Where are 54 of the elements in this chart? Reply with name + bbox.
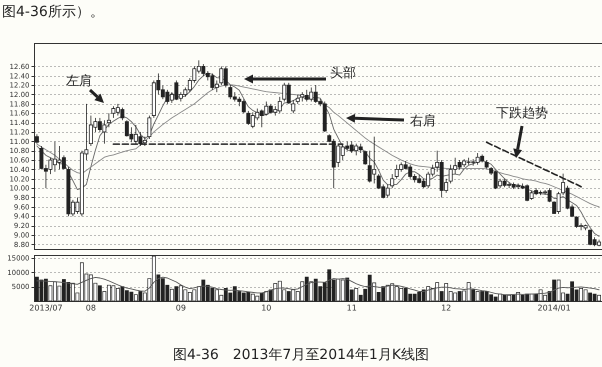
bar <box>250 294 255 302</box>
candlestick <box>106 112 111 128</box>
bar <box>214 289 219 302</box>
candlestick <box>350 140 354 154</box>
candlestick <box>574 216 579 228</box>
candlestick <box>102 120 106 144</box>
x-tick-label: 2014/01 <box>537 304 571 312</box>
caption: 图4-36 2013年7月至2014年1月K线图 <box>172 346 430 364</box>
line-series <box>36 276 600 296</box>
bar <box>340 280 345 302</box>
bar <box>291 289 296 302</box>
candlestick <box>120 107 124 121</box>
candlestick <box>278 96 282 114</box>
x-tick-label: 09 <box>176 304 186 312</box>
bar <box>242 292 246 302</box>
bar <box>255 296 260 302</box>
annotation: 头部 <box>330 65 356 82</box>
bar <box>210 288 214 302</box>
candlestick <box>394 164 399 180</box>
candlestick <box>354 143 358 156</box>
candlestick <box>368 150 372 183</box>
bar <box>399 288 404 302</box>
bar <box>417 292 422 302</box>
x-tick-label: 11 <box>346 304 357 312</box>
annotation: 右肩 <box>410 113 436 130</box>
candlestick <box>242 98 246 114</box>
bar <box>354 288 358 302</box>
candlestick <box>147 115 152 140</box>
candlestick <box>34 134 39 144</box>
x-tick-label: 08 <box>86 304 96 312</box>
bar <box>192 289 196 302</box>
x-tick-label: 10 <box>261 304 272 312</box>
bar <box>404 288 408 302</box>
caption: 图4-36所示）。 <box>2 3 104 21</box>
candlestick <box>358 143 363 154</box>
candlestick <box>304 89 309 102</box>
candlestick <box>282 82 286 102</box>
bar <box>286 291 291 302</box>
bar <box>246 292 250 302</box>
x-tick-label: 2013/07 <box>29 304 63 312</box>
candlestick <box>296 94 300 104</box>
bar <box>412 294 417 302</box>
annotation: 下跌趋势 <box>496 105 548 122</box>
candlestick <box>448 164 453 184</box>
bar <box>394 286 399 302</box>
annotation: 左肩 <box>66 73 92 90</box>
candlestick <box>62 154 66 170</box>
x-tick-label: 12 <box>441 304 452 312</box>
candlestick <box>390 174 394 189</box>
candlestick <box>224 66 228 88</box>
candlestick <box>363 150 368 166</box>
candlestick <box>291 100 296 114</box>
candlestick <box>588 228 592 246</box>
candlestick <box>286 82 291 104</box>
